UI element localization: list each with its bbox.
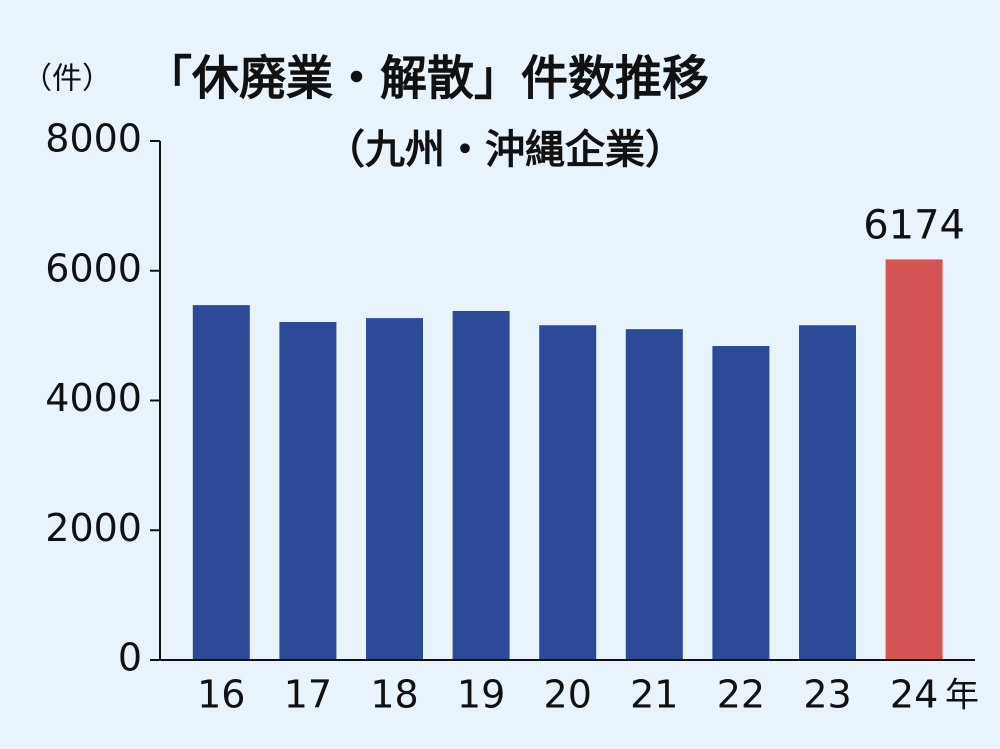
x-tick-label: 20: [544, 673, 592, 717]
y-tick-label: 0: [118, 636, 142, 680]
x-tick-label: 21: [630, 673, 678, 717]
x-axis-unit: 年: [945, 676, 979, 716]
y-tick-label: 2000: [45, 506, 142, 550]
x-tick-label: 24: [890, 673, 938, 717]
bar: [625, 329, 683, 660]
x-tick-label: 19: [457, 673, 505, 717]
bar: [192, 305, 250, 660]
bar: [366, 318, 423, 660]
y-tick-label: 4000: [45, 376, 142, 420]
x-tick-label: 22: [717, 673, 765, 717]
y-axis-unit: （件）: [22, 62, 112, 97]
bar: [885, 259, 943, 660]
bar: [539, 325, 597, 660]
chart-subtitle: （九州・沖縄企業）: [325, 127, 685, 173]
x-tick-label: 17: [284, 673, 332, 717]
bar: [712, 346, 770, 660]
x-tick-label: 18: [370, 673, 418, 717]
bar: [452, 310, 510, 660]
bar: [279, 322, 337, 660]
x-tick-label: 23: [803, 673, 851, 717]
bar: [799, 325, 856, 660]
y-tick-label: 6000: [45, 246, 142, 290]
x-tick-label: 16: [197, 673, 245, 717]
y-tick-label: 8000: [45, 117, 142, 161]
chart-title: 「休廃業・解散」件数推移: [145, 52, 709, 107]
data-label: 6174: [863, 202, 965, 248]
